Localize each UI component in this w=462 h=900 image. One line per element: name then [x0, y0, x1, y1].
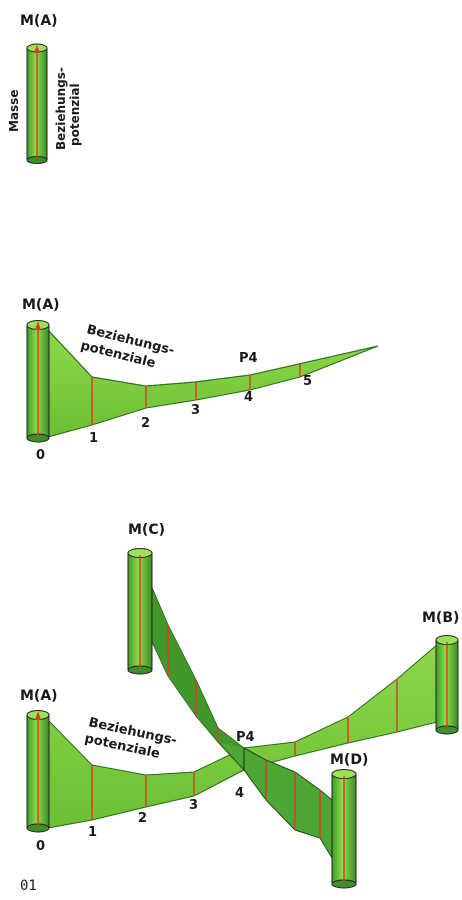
- mass-d-cylinder: [331, 769, 357, 889]
- p4-label: P4: [239, 351, 258, 366]
- tick-3-0: 0: [36, 839, 45, 854]
- panel-decay-curve: M(A) Beziehungs- potenziale P4 0 1 2 3 4…: [22, 297, 379, 463]
- mass-a-label-3: M(A): [20, 688, 58, 704]
- tick-4: 4: [244, 390, 253, 405]
- potential-sections-3: [91, 625, 398, 838]
- mass-c-cylinder: [127, 548, 153, 675]
- mass-a-label: M(A): [20, 13, 58, 29]
- sheet-c-d: [139, 559, 333, 860]
- tick-1: 1: [89, 431, 98, 446]
- mass-a-label-2: M(A): [22, 297, 60, 313]
- tick-0: 0: [36, 448, 45, 463]
- figure-number: 01: [20, 878, 37, 894]
- tick-5: 5: [303, 374, 312, 389]
- potential-label-line1: Beziehungs-: [54, 67, 68, 150]
- tick-3: 3: [191, 403, 200, 418]
- mass-d-label: M(D): [330, 752, 368, 768]
- panel-four-masses: M(A) M(B) M(C) M(D) Beziehungs- potenzia…: [20, 522, 459, 889]
- mass-c-label: M(C): [128, 522, 165, 538]
- tick-2: 2: [141, 416, 150, 431]
- mass-b-cylinder: [435, 635, 459, 735]
- masse-label: Masse: [7, 90, 21, 132]
- tick-3-2: 2: [138, 811, 147, 826]
- tick-3-4: 4: [235, 786, 244, 801]
- mass-a-cylinder-3: [26, 710, 50, 833]
- mass-a-cylinder-2: [26, 320, 50, 443]
- mass-b-label: M(B): [422, 610, 459, 626]
- potential-label-line2: potenzial: [68, 83, 82, 146]
- p4-label-3: P4: [236, 730, 255, 745]
- tick-3-3: 3: [189, 798, 198, 813]
- panel-single-mass: M(A) Masse Beziehungs- potenzial: [7, 13, 82, 164]
- mass-a-cylinder: [26, 43, 48, 164]
- potential-sections: [91, 364, 301, 425]
- tick-3-1: 1: [88, 825, 97, 840]
